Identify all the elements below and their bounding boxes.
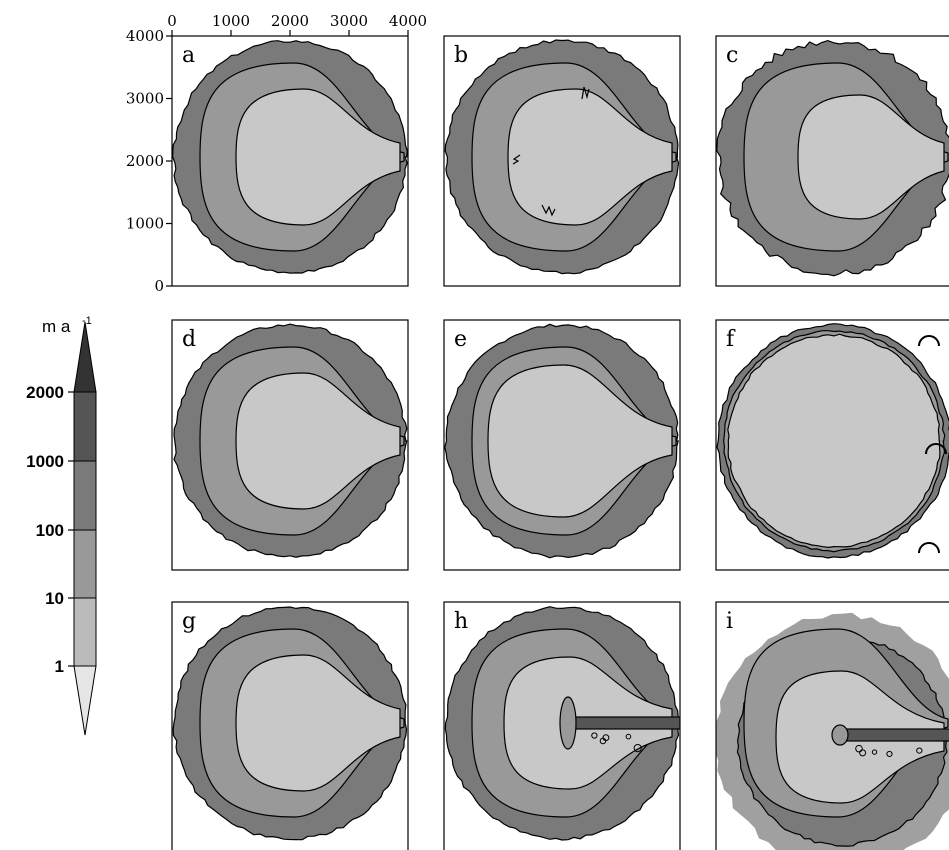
panel-frame (171, 601, 409, 850)
panel-frame (171, 319, 409, 571)
ice-stream (843, 728, 949, 742)
panel-frame (715, 601, 949, 850)
colorbar-label: 10 (45, 589, 64, 608)
rim-notch (925, 443, 947, 455)
inner-contour (487, 364, 673, 518)
panel-frame (715, 319, 949, 571)
colorbar-segments (68, 321, 97, 736)
panel-h: h (443, 601, 681, 850)
inner-contour (235, 372, 401, 510)
speckle (886, 750, 893, 758)
colorbar-label: 2000 (26, 383, 64, 402)
panel-i: i (715, 601, 949, 850)
colorbar-segment (73, 529, 97, 599)
panel-letter: i (726, 609, 733, 634)
colorbar-label: 1 (55, 657, 64, 676)
y-tick-label: 0 (154, 277, 164, 295)
panel-d: d (171, 319, 409, 571)
inner-contour (235, 654, 401, 792)
speckle (916, 747, 923, 754)
colorbar-top-arrow (73, 321, 97, 393)
x-tick-label: 4000 (389, 12, 427, 30)
colorbar: m a -1 2000 1000 100 10 1 (26, 315, 97, 736)
colorbar-segment (73, 597, 97, 667)
colorbar-bottom-arrow (73, 665, 97, 736)
panel-f: f (715, 319, 949, 571)
panel-letter: a (182, 43, 195, 68)
rim-notch (918, 542, 940, 554)
speckle (633, 743, 642, 753)
speckle (591, 732, 598, 739)
speckle (871, 749, 878, 755)
panel-letter: c (726, 43, 738, 68)
panel-frame (443, 601, 681, 850)
y-tick-label: 3000 (126, 90, 164, 108)
colorbar-segment (73, 460, 97, 531)
panel-a: a (171, 35, 409, 287)
panel-letter: d (182, 327, 196, 352)
x-tick-label: 3000 (330, 12, 368, 30)
inner-contour (507, 88, 673, 226)
x-axis-ticks: 0 1000 2000 3000 4000 (167, 12, 427, 36)
speckle (855, 744, 863, 753)
panel-letter: f (726, 327, 736, 352)
colorbar-unit: m a (42, 317, 71, 336)
speckle (625, 733, 632, 740)
y-tick-label: 2000 (126, 152, 164, 170)
panel-letter: e (454, 327, 467, 352)
panel-letter: h (454, 609, 468, 634)
panel-frame (715, 35, 949, 287)
colorbar-label: 1000 (26, 452, 64, 471)
panel-letter: g (182, 609, 196, 634)
y-axis-ticks: 4000 3000 2000 1000 0 (126, 27, 172, 295)
panel-frame (443, 35, 681, 287)
rim-notch (918, 335, 940, 347)
inner-contour (235, 88, 401, 226)
x-tick-label: 2000 (271, 12, 309, 30)
speckle (859, 749, 867, 757)
speckle (599, 737, 607, 745)
colorbar-labels: 2000 1000 100 10 1 (26, 383, 64, 676)
panel-e: e (443, 319, 681, 571)
x-tick-label: 0 (167, 12, 177, 30)
panel-frame (443, 319, 681, 571)
panel-frame (171, 35, 409, 287)
inner-contour (727, 333, 941, 549)
panel-c: c (715, 35, 949, 287)
y-tick-label: 1000 (126, 215, 164, 233)
stream-head (831, 724, 849, 746)
panel-grid: a b c d e f g h i (171, 35, 949, 850)
inner-contour (797, 94, 945, 220)
x-tick-label: 1000 (212, 12, 250, 30)
colorbar-unit-superscript: -1 (82, 315, 92, 327)
colorbar-segment (73, 391, 97, 462)
stream-head (559, 696, 577, 750)
panel-g: g (171, 601, 409, 850)
y-tick-label: 4000 (126, 27, 164, 45)
panel-letter: b (454, 43, 468, 68)
noise-marks (512, 86, 590, 217)
colorbar-label: 100 (36, 521, 64, 540)
panel-b: b (443, 35, 681, 287)
